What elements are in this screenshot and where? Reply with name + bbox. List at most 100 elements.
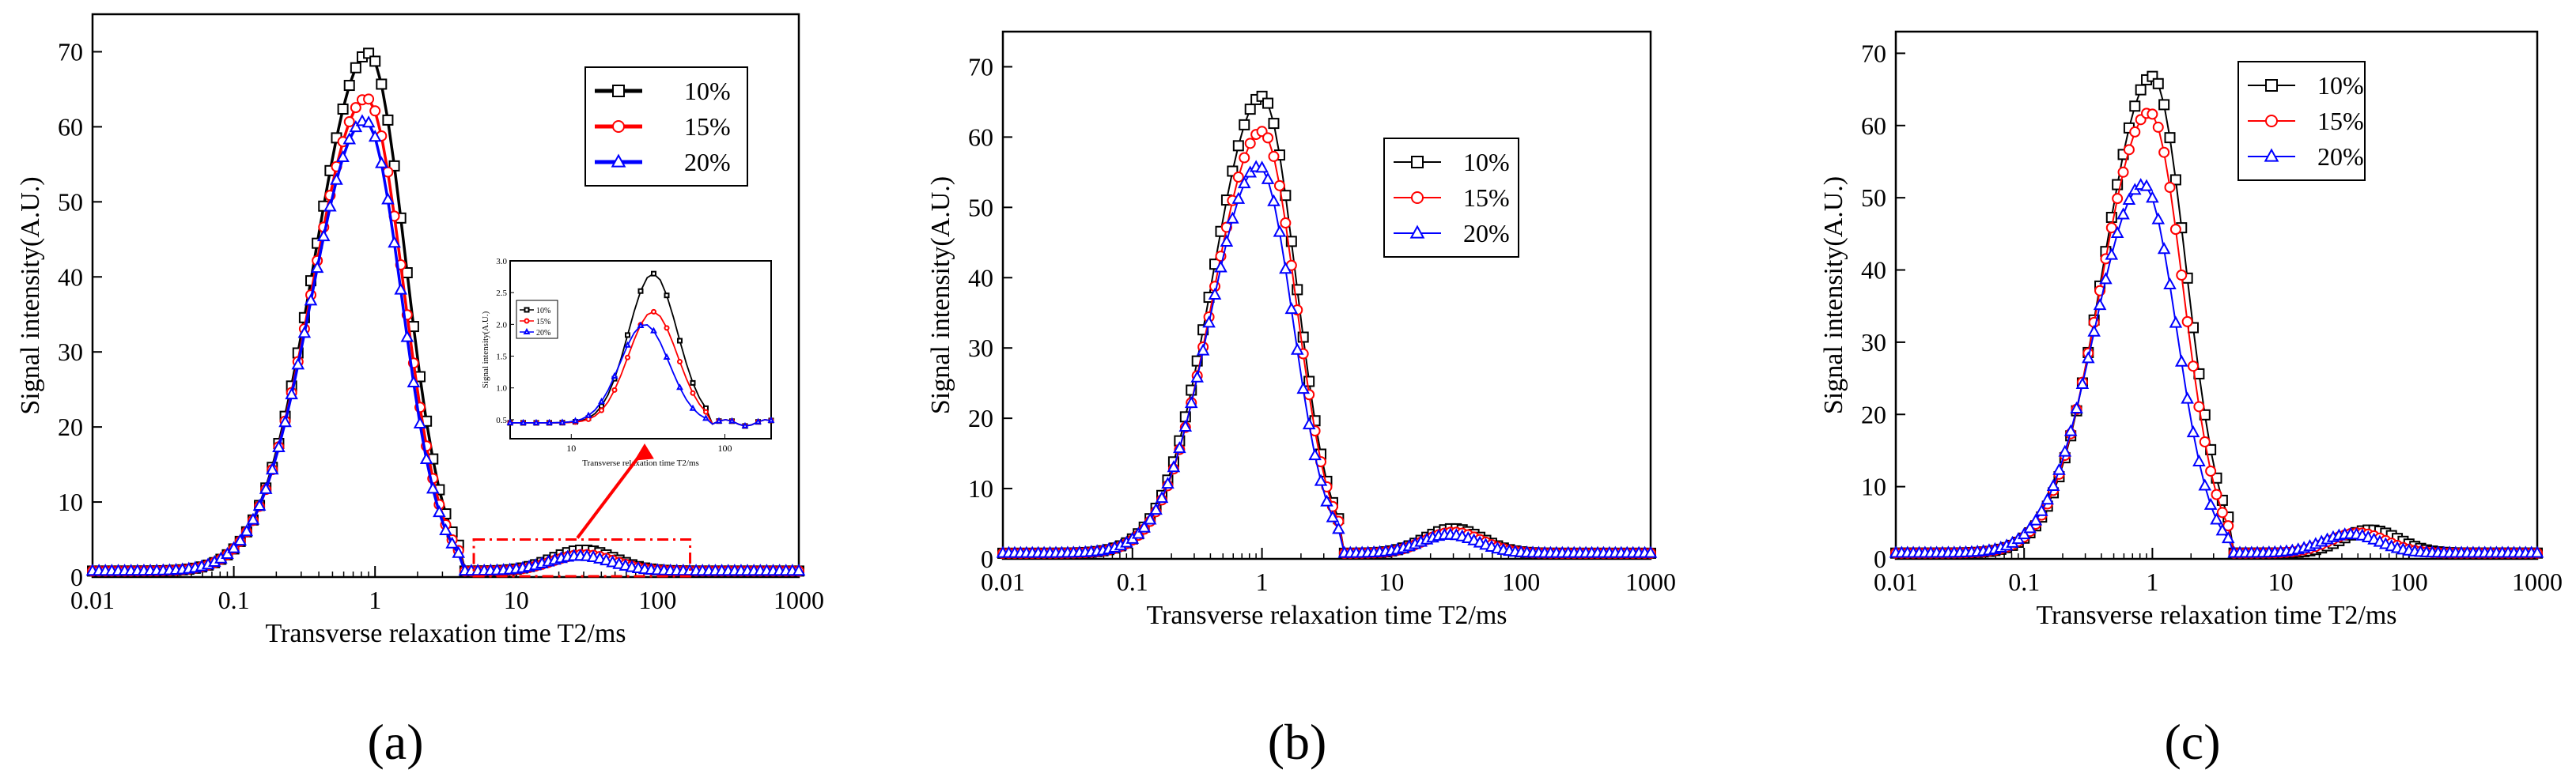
legend-marker xyxy=(611,153,626,168)
inset-data-point xyxy=(677,338,683,344)
x-tick-label: 1000 xyxy=(2512,568,2563,596)
inset-x-tick-label: 10 xyxy=(566,443,576,454)
data-point xyxy=(1244,104,1256,115)
data-point xyxy=(336,149,350,163)
inset-legend-label: 15% xyxy=(536,318,550,326)
data-point xyxy=(376,78,388,90)
data-point xyxy=(1290,342,1304,355)
data-point xyxy=(2164,181,2176,193)
inset-data-point xyxy=(702,414,709,421)
data-point xyxy=(2152,77,2164,89)
inset-y-tick-label: 2.0 xyxy=(496,320,507,330)
y-tick-label: 40 xyxy=(58,262,83,291)
data-point xyxy=(2151,212,2166,224)
inset-legend-marker xyxy=(524,318,530,324)
data-point xyxy=(2110,225,2124,238)
data-point xyxy=(2186,425,2200,438)
x-tick-label: 1 xyxy=(369,586,381,614)
inset-y-tick-label: 0.5 xyxy=(496,416,507,425)
y-tick-label: 10 xyxy=(58,488,83,516)
data-point xyxy=(2181,391,2194,404)
data-point xyxy=(227,541,240,553)
data-point xyxy=(2105,247,2119,260)
series-15% xyxy=(997,126,1656,559)
inset-legend-marker xyxy=(523,327,531,334)
data-point xyxy=(1262,97,1274,109)
data-point xyxy=(419,451,433,464)
data-point xyxy=(343,116,355,128)
inset-data-point xyxy=(624,341,631,348)
inset-data-point xyxy=(584,411,592,418)
y-tick-label: 20 xyxy=(58,413,83,441)
data-point xyxy=(1243,165,1258,178)
data-point xyxy=(1262,132,1274,144)
data-point xyxy=(394,282,407,295)
legend-marker xyxy=(1411,191,1424,204)
chart-panel-b: 0 10 20 30 40 50 60 70 0.01 0.1 1 10 100 1000 Transver… xyxy=(926,30,1676,770)
zoom-arrow-head xyxy=(634,443,654,461)
data-point xyxy=(2017,527,2031,540)
data-point xyxy=(2075,376,2090,390)
data-point xyxy=(363,47,375,59)
legend-label: 15% xyxy=(1463,183,1510,212)
data-point xyxy=(2176,270,2188,281)
data-point xyxy=(413,416,427,428)
data-point xyxy=(323,199,337,212)
inset-data-point xyxy=(546,418,553,425)
data-point xyxy=(433,505,446,518)
data-point xyxy=(2192,454,2206,466)
data-point xyxy=(252,498,267,511)
y-tick-label: 20 xyxy=(1861,400,1886,428)
y-tick-label: 0 xyxy=(981,545,993,573)
y-tick-label: 10 xyxy=(1861,473,1886,501)
inset-data-point xyxy=(650,326,657,334)
data-point xyxy=(2063,424,2078,436)
series-10% xyxy=(1890,70,2543,559)
data-point xyxy=(350,102,361,114)
data-point xyxy=(2029,513,2043,526)
data-point xyxy=(1273,179,1285,191)
data-point xyxy=(2169,315,2183,328)
inset-data-point xyxy=(676,383,683,390)
inset-data-point xyxy=(689,404,697,411)
chart-panel-a: 0 10 20 30 40 50 60 70 0.01 0.1 1 10 100 1000 Transver… xyxy=(16,13,824,770)
y-tick-label: 30 xyxy=(58,338,83,366)
y-tick-label: 50 xyxy=(58,187,83,216)
legend-label: 15% xyxy=(2317,107,2364,135)
inset-x-axis-label: Transverse relaxation time T2/ms xyxy=(582,458,699,468)
data-point xyxy=(2105,222,2117,234)
series-20% xyxy=(996,160,1658,558)
data-point xyxy=(1320,494,1333,507)
data-point xyxy=(233,534,248,546)
zoom-arrow xyxy=(576,447,646,539)
data-point xyxy=(2058,444,2072,457)
y-tick-label: 60 xyxy=(1861,111,1886,140)
data-point xyxy=(1184,396,1198,409)
inset-x-tick-label: 100 xyxy=(718,443,732,454)
y-axis-label: Signal intensity(A.U.) xyxy=(1819,176,1848,414)
inset-data-point xyxy=(506,418,514,425)
data-point xyxy=(2157,242,2171,255)
data-point xyxy=(1237,176,1251,189)
legend: 10% 15% 20% xyxy=(2237,61,2366,181)
series-20% xyxy=(85,114,806,576)
inset-data-point xyxy=(572,417,579,424)
data-point xyxy=(2174,354,2188,367)
data-point xyxy=(2215,523,2230,536)
y-tick-label: 70 xyxy=(968,52,993,81)
data-point xyxy=(272,440,286,452)
inset-data-point xyxy=(767,416,775,423)
data-point xyxy=(426,481,440,494)
inset-data-point xyxy=(703,409,709,415)
y-tick-label: 60 xyxy=(968,123,993,151)
data-point xyxy=(1244,138,1256,149)
x-tick-label: 100 xyxy=(2390,568,2428,596)
data-point xyxy=(2169,224,2181,236)
data-point xyxy=(381,192,395,205)
inset-legend: 10% 15% 20% xyxy=(516,300,558,339)
data-point xyxy=(401,266,413,278)
data-point xyxy=(2035,504,2048,516)
data-point xyxy=(1644,545,1658,558)
x-tick-label: 0.1 xyxy=(218,586,250,614)
data-point xyxy=(2158,146,2170,158)
